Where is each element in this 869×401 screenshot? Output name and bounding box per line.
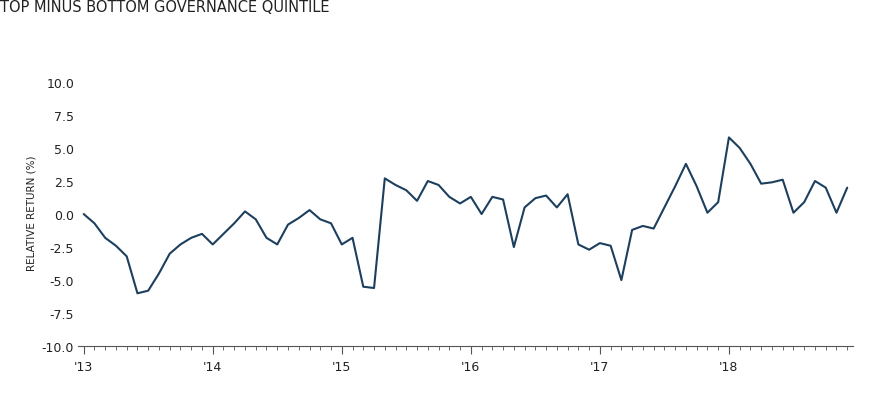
Text: TOP MINUS BOTTOM GOVERNANCE QUINTILE: TOP MINUS BOTTOM GOVERNANCE QUINTILE: [0, 0, 329, 15]
Y-axis label: RELATIVE RETURN (%): RELATIVE RETURN (%): [26, 155, 36, 270]
